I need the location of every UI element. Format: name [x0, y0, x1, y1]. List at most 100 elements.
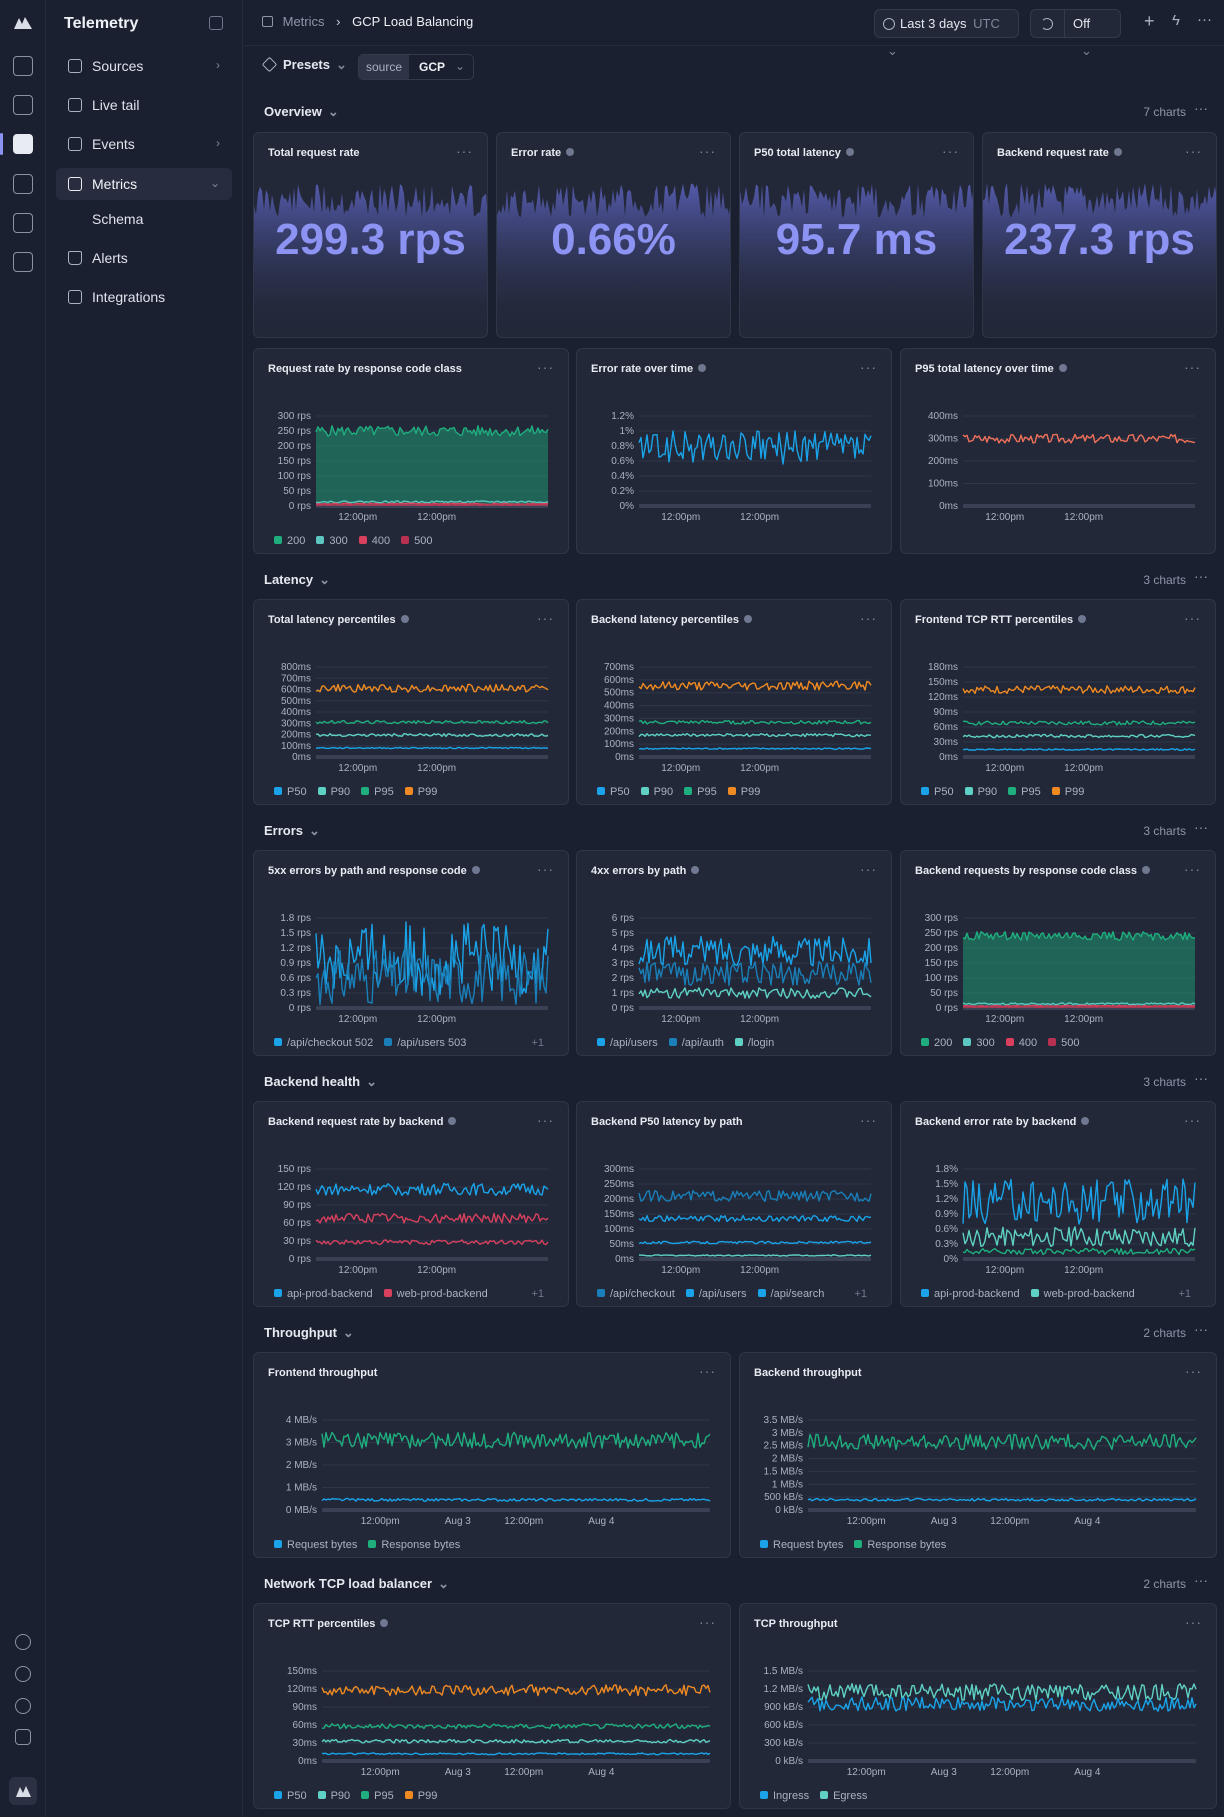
legend-more[interactable]: +1 — [531, 1037, 544, 1049]
legend-item[interactable]: /api/auth — [668, 1037, 724, 1049]
chart-card-backend-err-rate[interactable]: Backend error rate by backend ··· 1.8% 1.5%… — [900, 1101, 1216, 1307]
legend-item[interactable]: P95 — [684, 786, 717, 798]
info-icon[interactable] — [1078, 615, 1087, 623]
legend-item[interactable]: web-prod-backend — [383, 1288, 488, 1300]
legend-item[interactable]: P90 — [964, 786, 997, 798]
chart-card-total-lat-pct[interactable]: Total latency percentiles ··· 800ms 700ms 60… — [253, 599, 569, 805]
info-icon[interactable] — [566, 148, 575, 156]
chart-card-frontend-rtt-pct[interactable]: Frontend TCP RTT percentiles ··· 180ms 150m… — [900, 599, 1216, 805]
section-more-icon[interactable]: ··· — [1194, 1070, 1208, 1086]
sidebar-item-alerts[interactable]: Alerts — [56, 242, 232, 274]
info-icon[interactable] — [1141, 866, 1150, 874]
legend-item[interactable]: 200 — [921, 1037, 952, 1049]
card-more-icon[interactable]: ··· — [1184, 610, 1201, 626]
info-icon[interactable] — [1113, 148, 1122, 156]
info-icon[interactable] — [845, 148, 854, 156]
section-header-errors[interactable]: Errors ⌄ 3 charts ··· — [264, 819, 1208, 845]
chart-card-backend-p50-path[interactable]: Backend P50 latency by path ··· 300ms 250ms… — [576, 1101, 892, 1307]
legend-item[interactable]: P50 — [274, 1790, 307, 1802]
section-more-icon[interactable]: ··· — [1194, 1321, 1208, 1337]
section-header-network-tcp-load-balancer[interactable]: Network TCP load balancer ⌄ 2 charts ··· — [264, 1572, 1208, 1598]
card-more-icon[interactable]: ··· — [699, 143, 716, 159]
chart-card-4xx-path[interactable]: 4xx errors by path ··· 6 rps 5 rps 4 rps 3 rp… — [576, 850, 892, 1056]
card-more-icon[interactable]: ··· — [1184, 861, 1201, 877]
sidebar-item-integrations[interactable]: Integrations — [56, 281, 232, 313]
card-more-icon[interactable]: ··· — [942, 143, 959, 159]
legend-item[interactable]: 500 — [1048, 1037, 1079, 1049]
legend-item[interactable]: Response bytes — [854, 1539, 946, 1551]
stat-card[interactable]: Backend request rate ··· 237.3 rps — [982, 132, 1217, 338]
legend-item[interactable]: 300 — [963, 1037, 995, 1049]
section-title[interactable]: Network TCP load balancer ⌄ — [264, 1576, 449, 1591]
card-more-icon[interactable]: ··· — [860, 861, 877, 877]
chart-card-backend-by-code[interactable]: Backend requests by response code class ·… — [900, 850, 1216, 1056]
chart-card-backend-rate[interactable]: Backend request rate by backend ··· 150 rp… — [253, 1101, 569, 1307]
card-more-icon[interactable]: ··· — [1185, 1363, 1202, 1379]
command-icon[interactable] — [15, 1729, 31, 1745]
sidebar-collapse-icon[interactable] — [209, 16, 223, 30]
sun-icon[interactable] — [15, 1698, 31, 1714]
legend-item[interactable]: /api/users — [597, 1037, 658, 1049]
legend-item[interactable]: Request bytes — [274, 1539, 357, 1551]
chart-card-5xx-path[interactable]: 5xx errors by path and response code ··· 1… — [253, 850, 569, 1056]
legend-item[interactable]: web-prod-backend — [1030, 1288, 1135, 1300]
card-more-icon[interactable]: ··· — [860, 610, 877, 626]
stat-card[interactable]: Error rate ··· 0.66% — [496, 132, 731, 338]
lightning-icon[interactable]: ϟ — [1172, 12, 1180, 29]
presets-dropdown[interactable]: Presets ⌄ — [261, 56, 347, 73]
legend-item[interactable]: P50 — [921, 786, 954, 798]
card-more-icon[interactable]: ··· — [860, 359, 877, 375]
telemetry-icon[interactable] — [13, 134, 33, 154]
legend-item[interactable]: /api/checkout — [597, 1288, 675, 1300]
section-more-icon[interactable]: ··· — [1194, 819, 1208, 835]
legend-item[interactable]: P95 — [1008, 786, 1041, 798]
legend-item[interactable]: Ingress — [760, 1790, 809, 1802]
section-header-latency[interactable]: Latency ⌄ 3 charts ··· — [264, 568, 1208, 594]
legend-item[interactable]: P50 — [597, 786, 630, 798]
info-icon[interactable] — [400, 615, 409, 623]
legend-item[interactable]: 200 — [274, 535, 305, 547]
chart-card-backend-lat-pct[interactable]: Backend latency percentiles ··· 700ms 600ms… — [576, 599, 892, 805]
legend-item[interactable]: Egress — [820, 1790, 867, 1802]
card-more-icon[interactable]: ··· — [1184, 1112, 1201, 1128]
legend-item[interactable]: Request bytes — [760, 1539, 843, 1551]
card-more-icon[interactable]: ··· — [699, 1614, 716, 1630]
info-icon[interactable] — [471, 866, 480, 874]
chart-card-req-by-code[interactable]: Request rate by response code class ··· 30… — [253, 348, 569, 554]
dashboards-icon[interactable] — [13, 56, 33, 76]
chart-card-tcp-tp[interactable]: TCP throughput ··· 1.5 MB/s 1.2 MB/s 900 kB/… — [739, 1603, 1217, 1809]
section-more-icon[interactable]: ··· — [1194, 100, 1208, 116]
info-icon[interactable] — [1058, 364, 1067, 372]
info-icon[interactable] — [448, 1117, 457, 1125]
legend-item[interactable]: api-prod-backend — [921, 1288, 1020, 1300]
sidebar-item-events[interactable]: Events › — [56, 128, 232, 160]
legend-item[interactable]: P99 — [727, 786, 760, 798]
card-more-icon[interactable]: ··· — [1185, 143, 1202, 159]
sidebar-item-metrics[interactable]: Metrics ⌄ — [56, 168, 232, 200]
sidebar-item-sources[interactable]: Sources › — [56, 50, 232, 82]
section-more-icon[interactable]: ··· — [1194, 568, 1208, 584]
card-more-icon[interactable]: ··· — [1185, 1614, 1202, 1630]
legend-item[interactable]: Response bytes — [368, 1539, 460, 1551]
card-more-icon[interactable]: ··· — [537, 610, 554, 626]
legend-item[interactable]: /login — [734, 1037, 774, 1049]
legend-item[interactable]: /api/users 503 — [384, 1037, 466, 1049]
sidebar-item-live-tail[interactable]: Live tail — [56, 89, 232, 121]
legend-item[interactable]: P95 — [361, 786, 394, 798]
more-icon[interactable]: ··· — [1197, 11, 1212, 28]
card-more-icon[interactable]: ··· — [1184, 359, 1201, 375]
section-title[interactable]: Errors ⌄ — [264, 823, 320, 838]
chart-card-frontend-tp[interactable]: Frontend throughput ··· 4 MB/s 3 MB/s 2 MB/s… — [253, 1352, 731, 1558]
add-icon[interactable]: + — [1144, 11, 1155, 31]
legend-item[interactable]: P90 — [317, 1790, 350, 1802]
legend-item[interactable]: /api/checkout 502 — [274, 1037, 373, 1049]
legend-item[interactable]: P90 — [640, 786, 673, 798]
legend-item[interactable]: 400 — [1005, 1037, 1037, 1049]
refresh-button[interactable] — [1030, 9, 1065, 38]
legend-item[interactable]: P99 — [404, 1790, 437, 1802]
card-more-icon[interactable]: ··· — [860, 1112, 877, 1128]
chart-card-tcp-rtt[interactable]: TCP RTT percentiles ··· 150ms 120ms 90ms 60ms… — [253, 1603, 731, 1809]
card-more-icon[interactable]: ··· — [699, 1363, 716, 1379]
breadcrumb-root[interactable]: Metrics — [282, 14, 325, 29]
section-header-backend-health[interactable]: Backend health ⌄ 3 charts ··· — [264, 1070, 1208, 1096]
